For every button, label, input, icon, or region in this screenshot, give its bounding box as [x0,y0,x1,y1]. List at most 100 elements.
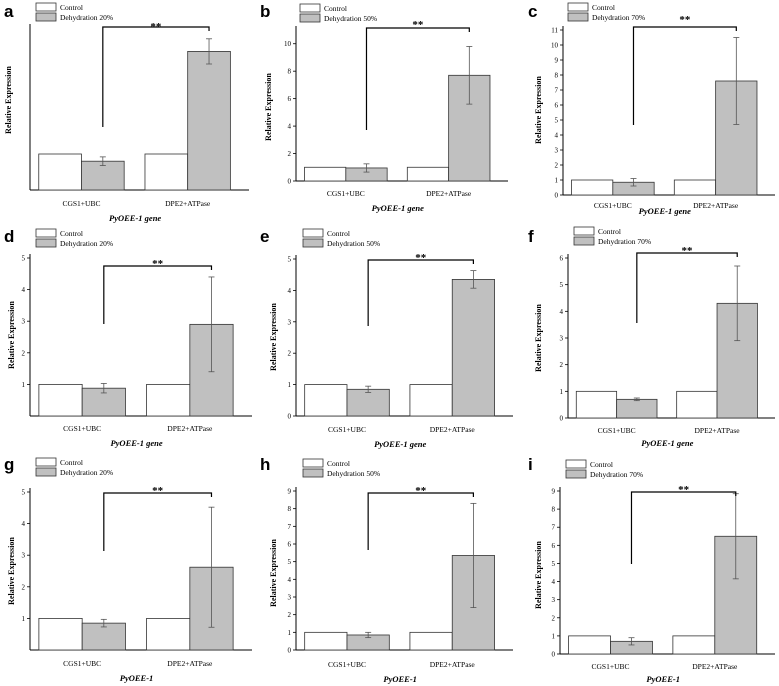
y-tick-label: 3 [22,318,26,326]
x-category-label: CGS1+UBC [63,424,101,433]
x-category-label: CGS1+UBC [594,201,632,210]
legend-swatch-control [573,226,595,236]
chart-panel-b: b 0 2 4 6 8 10 Relative Expression CGS1+UBC DPE2+… [260,2,508,213]
panel-letter: g [4,455,14,474]
y-tick-label: 4 [288,287,292,295]
y-axis-label: Relative Expression [269,539,278,607]
bar-control-cgs1-ubc [575,390,618,419]
y-tick-label: 3 [288,594,292,602]
y-tick-label: 2 [22,349,26,357]
legend-swatch-dehydration [565,469,587,479]
y-tick-label: 8 [552,506,556,514]
legend-swatch-dehydration [35,467,57,477]
y-tick-label: 3 [552,596,556,604]
y-tick-label: 2 [552,614,556,622]
legend-swatch-control [299,3,321,13]
chart-panel-a: a Relative Expression CGS1+UBC DPE2+ATPase P… [4,2,249,223]
legend-label-dehydration: Dehydration 20% [60,468,113,477]
bar-control-dpe2-atpase [144,153,189,191]
y-tick-label: 1 [288,629,292,637]
legend-swatch-control [35,457,57,467]
significance-label: ** [415,252,427,264]
y-tick-label: 0 [555,192,559,200]
bar-control-dpe2-atpase [676,390,718,419]
y-tick-label: 4 [22,286,26,294]
y-axis-label: Relative Expression [534,76,543,144]
y-tick-label: 5 [552,560,556,568]
legend-swatch-control [35,228,57,238]
x-axis-title: PyOEE-1 gene [639,206,691,216]
y-tick-label: 0 [288,647,292,655]
y-tick-label: 9 [552,488,556,496]
y-tick-label: 8 [555,72,559,80]
y-tick-label: 5 [555,117,559,125]
legend-label-control: Control [60,458,83,467]
legend-swatch-dehydration [35,12,57,22]
y-tick-label: 4 [552,578,556,586]
x-category-label: CGS1+UBC [592,662,630,671]
legend-label-control: Control [327,459,350,468]
y-tick-label: 1 [555,177,559,185]
legend-label-dehydration: Dehydration 20% [60,13,113,22]
panel-letter: e [260,227,269,246]
legend-label-dehydration: Dehydration 70% [592,13,645,22]
y-tick-label: 6 [555,102,559,110]
bar-control-cgs1-ubc [38,618,83,651]
y-tick-label: 0 [560,415,564,423]
y-tick-label: 8 [288,505,292,513]
legend-label-dehydration: Dehydration 50% [327,469,380,478]
chart-panel-h: h 0 1 2 3 4 5 6 7 8 9 Relative Expression CGS1+UBC DP… [260,455,513,684]
significance-label: ** [679,14,691,26]
y-axis-label: Relative Expression [264,73,273,141]
significance-label: ** [412,19,424,31]
legend-swatch-control [302,228,324,238]
y-tick-label: 4 [555,132,559,140]
y-tick-label: 2 [22,583,26,591]
y-tick-label: 9 [555,57,559,65]
x-category-label: DPE2+ATPase [693,201,739,210]
y-tick-label: 6 [560,255,564,263]
significance-bracket [630,491,737,564]
y-tick-label: 5 [288,256,292,264]
y-tick-label: 1 [22,381,26,389]
y-tick-label: 1 [22,615,26,623]
chart-panel-g: g 1 2 3 4 5 Relative Expression CGS1+UBC DPE2+AT… [4,455,252,683]
y-tick-label: 6 [288,95,292,103]
y-tick-label: 1 [288,381,292,389]
y-tick-label: 4 [288,123,292,131]
y-tick-label: 9 [288,488,292,496]
legend-swatch-dehydration [302,238,324,248]
significance-label: ** [682,245,694,257]
y-tick-label: 1 [560,388,564,396]
x-category-label: CGS1+UBC [63,659,101,668]
bar-dehydration-cgs1-ubc [616,398,658,419]
significance-bracket [103,492,213,551]
significance-label: ** [152,258,164,270]
x-axis-title: PyOEE-1 gene [110,438,162,448]
y-axis-label: Relative Expression [7,537,16,605]
x-axis-title: PyOEE-1 gene [109,213,161,223]
y-tick-label: 4 [22,520,26,528]
y-tick-label: 5 [22,489,26,497]
y-tick-label: 3 [560,335,564,343]
legend-label-control: Control [324,4,347,13]
significance-bracket [103,265,213,324]
bar-control-cgs1-ubc [304,631,348,651]
x-axis-title: PyOEE-1 gene [372,203,424,213]
y-tick-label: 0 [288,178,292,186]
bar-control-dpe2-atpase [409,631,453,651]
x-category-label: DPE2+ATPase [426,189,472,198]
legend-swatch-control [567,2,589,12]
panel-letter: b [260,2,270,21]
bar-control-cgs1-ubc [38,153,82,191]
significance-bracket [365,27,470,130]
bar-control-cgs1-ubc [304,384,348,417]
y-tick-label: 0 [552,651,556,659]
legend-swatch-dehydration [299,13,321,23]
significance-bracket [367,259,474,326]
y-tick-label: 4 [288,576,292,584]
legend-label-control: Control [327,229,350,238]
panel-letter: c [528,2,537,21]
y-tick-label: 2 [288,611,292,619]
